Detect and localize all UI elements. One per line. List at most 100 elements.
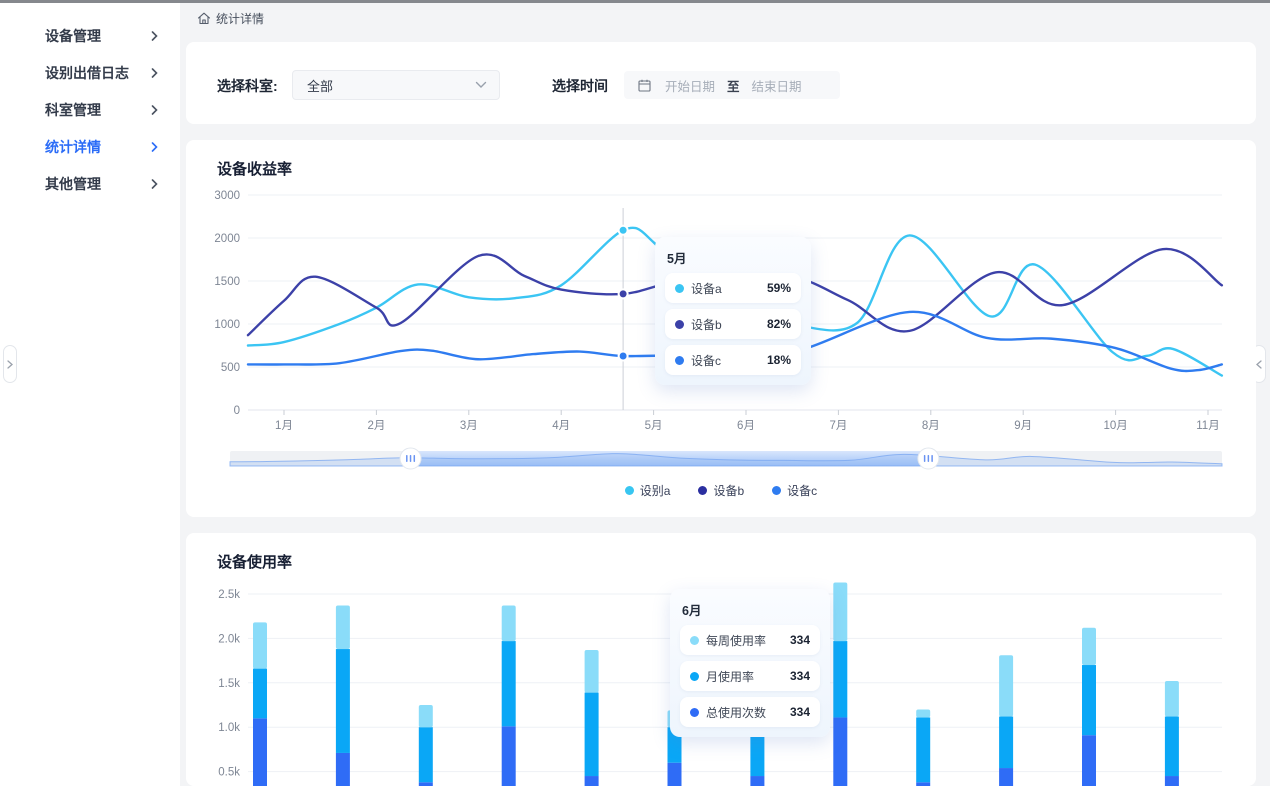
chevron-right-icon — [151, 141, 158, 152]
bar-segment-总使用次数-11月[interactable] — [1082, 735, 1096, 786]
department-filter-label: 选择科室: — [217, 78, 278, 94]
bar-segment-总使用次数-12月[interactable] — [1164, 776, 1179, 786]
department-select[interactable]: 全部 — [292, 70, 500, 100]
bar-segment-月使用率-5月[interactable] — [584, 692, 599, 777]
legend-dot-icon — [624, 486, 634, 495]
bar-segment-月使用率-2月[interactable] — [335, 649, 350, 753]
bar-segment-月使用率-11月[interactable] — [1082, 665, 1096, 736]
tooltip-series-label: 总使用次数 — [706, 705, 767, 720]
chart-title-usage: 设备使用率 — [217, 554, 293, 571]
chevron-right-icon — [151, 104, 158, 115]
legend-item-series-c[interactable]: 设备c — [772, 482, 817, 499]
bar-segment-总使用次数-3月[interactable] — [418, 782, 433, 786]
tooltip-series-value: 82% — [766, 317, 791, 331]
end-date-input[interactable]: 结束日期 — [751, 79, 802, 94]
chart-legend: 设别a 设备b 设备c — [186, 482, 1256, 499]
total-usage-dot-icon — [690, 707, 699, 717]
svg-text:1.5k: 1.5k — [218, 678, 240, 690]
legend-dot-icon — [772, 486, 782, 495]
tooltip-series-value: 334 — [789, 669, 810, 683]
bar-segment-总使用次数-5月[interactable] — [584, 776, 599, 786]
bar-segment-月使用率-8月[interactable] — [833, 641, 848, 718]
bar-segment-每周使用率-1月[interactable] — [253, 622, 267, 669]
tooltip-row: 设备a 59% — [665, 273, 801, 303]
bar-segment-月使用率-7月[interactable] — [750, 727, 765, 777]
svg-text:1月: 1月 — [275, 420, 293, 432]
date-range-separator: 至 — [727, 79, 740, 94]
bar-segment-每周使用率-2月[interactable] — [335, 605, 350, 650]
bar-segment-每周使用率-10月[interactable] — [999, 655, 1014, 717]
bar-segment-总使用次数-2月[interactable] — [335, 752, 350, 786]
date-range-picker[interactable]: 开始日期 至 结束日期 — [624, 71, 840, 99]
bar-segment-每周使用率-5月[interactable] — [584, 649, 599, 693]
datazoom-selected-range[interactable] — [410, 451, 929, 466]
bar-segment-总使用次数-10月[interactable] — [999, 768, 1014, 786]
device-usage-chart-card: 设备使用率 0.5k 1.0k 1.5k 2.0k 2.5k 6月 每周使用率 334 … — [186, 533, 1256, 786]
legend-label: 设备c — [787, 484, 818, 498]
svg-text:1000: 1000 — [214, 319, 240, 331]
sidebar-item-label: 科室管理 — [45, 101, 101, 118]
svg-text:11月: 11月 — [1196, 420, 1219, 432]
svg-text:1.0k: 1.0k — [218, 722, 240, 734]
bar-segment-月使用率-12月[interactable] — [1164, 716, 1179, 777]
bar-segment-总使用次数-9月[interactable] — [916, 782, 931, 786]
device-revenue-chart-card: 设备收益率 0 500 1000 1500 2000 3000 1月 2月 3月 4月 5月 6月 7月… — [186, 140, 1256, 517]
tooltip-series-label: 设备c — [691, 353, 722, 368]
tooltip-series-value: 334 — [789, 705, 810, 719]
chevron-right-icon — [7, 359, 13, 369]
tooltip-series-value: 334 — [789, 633, 810, 647]
sidebar-item-other-management[interactable]: 其他管理 — [0, 165, 180, 202]
bar-segment-月使用率-9月[interactable] — [916, 717, 931, 783]
legend-item-series-b[interactable]: 设备b — [698, 482, 744, 499]
home-icon — [197, 12, 211, 25]
tooltip-series-value: 59% — [766, 281, 791, 295]
chevron-right-icon — [151, 178, 158, 189]
tooltip-series-label: 每周使用率 — [706, 633, 767, 648]
bar-segment-总使用次数-1月[interactable] — [253, 718, 267, 786]
filter-panel: 选择科室: 全部 选择时间 开始日期 至 结束日期 — [186, 42, 1256, 124]
department-select-value: 全部 — [307, 78, 334, 94]
bar-segment-每周使用率-4月[interactable] — [501, 605, 516, 642]
svg-text:3月: 3月 — [460, 420, 478, 432]
legend-label: 设备b — [713, 484, 745, 498]
breadcrumb: 统计详情 — [197, 10, 264, 27]
svg-text:5月: 5月 — [645, 420, 663, 432]
bar-segment-月使用率-1月[interactable] — [253, 668, 267, 719]
tooltip-row: 每周使用率 334 — [680, 625, 820, 655]
sidebar-item-label: 设备管理 — [45, 27, 101, 44]
tooltip-row: 总使用次数 334 — [680, 697, 820, 727]
sidebar-expand-button[interactable] — [3, 345, 17, 383]
bar-segment-总使用次数-7月[interactable] — [750, 776, 765, 786]
legend-dot-icon — [698, 486, 708, 495]
bar-segment-总使用次数-4月[interactable] — [501, 726, 516, 786]
bar-segment-每周使用率-8月[interactable] — [833, 582, 848, 642]
chevron-right-icon — [151, 67, 158, 78]
bar-segment-总使用次数-8月[interactable] — [833, 717, 848, 786]
bar-segment-每周使用率-9月[interactable] — [916, 709, 931, 718]
bar-segment-每周使用率-3月[interactable] — [418, 705, 433, 728]
start-date-input[interactable]: 开始日期 — [665, 79, 716, 94]
bar-segment-每周使用率-12月[interactable] — [1164, 681, 1179, 717]
tooltip-series-value: 18% — [766, 353, 791, 367]
pointer-dot — [617, 224, 629, 236]
tooltip-row: 设备c 18% — [665, 345, 801, 375]
svg-text:1500: 1500 — [214, 276, 240, 288]
bar-segment-月使用率-3月[interactable] — [418, 727, 433, 783]
bar-segment-总使用次数-6月[interactable] — [667, 762, 682, 786]
sidebar-item-device-management[interactable]: 设备管理 — [0, 17, 180, 54]
revenue-chart-tooltip: 5月 设备a 59% 设备b 82% 设备c 18% — [655, 237, 811, 385]
svg-text:6月: 6月 — [737, 420, 755, 432]
sidebar-item-lend-log[interactable]: 设别出借日志 — [0, 54, 180, 91]
tooltip-series-label: 设备b — [691, 317, 722, 332]
usage-bar-chart[interactable]: 0.5k 1.0k 1.5k 2.0k 2.5k — [186, 533, 1256, 786]
bar-segment-月使用率-4月[interactable] — [501, 641, 516, 727]
sidebar-item-department-management[interactable]: 科室管理 — [0, 91, 180, 128]
series-a-dot-icon — [675, 283, 684, 293]
chevron-down-icon — [475, 81, 487, 88]
bar-segment-每周使用率-11月[interactable] — [1082, 627, 1096, 666]
bar-segment-月使用率-10月[interactable] — [999, 716, 1014, 769]
svg-text:2.5k: 2.5k — [218, 589, 240, 601]
tooltip-series-label: 设备a — [691, 281, 722, 296]
sidebar-item-statistics-detail[interactable]: 统计详情 — [0, 128, 180, 165]
legend-item-series-a[interactable]: 设别a — [624, 482, 670, 499]
